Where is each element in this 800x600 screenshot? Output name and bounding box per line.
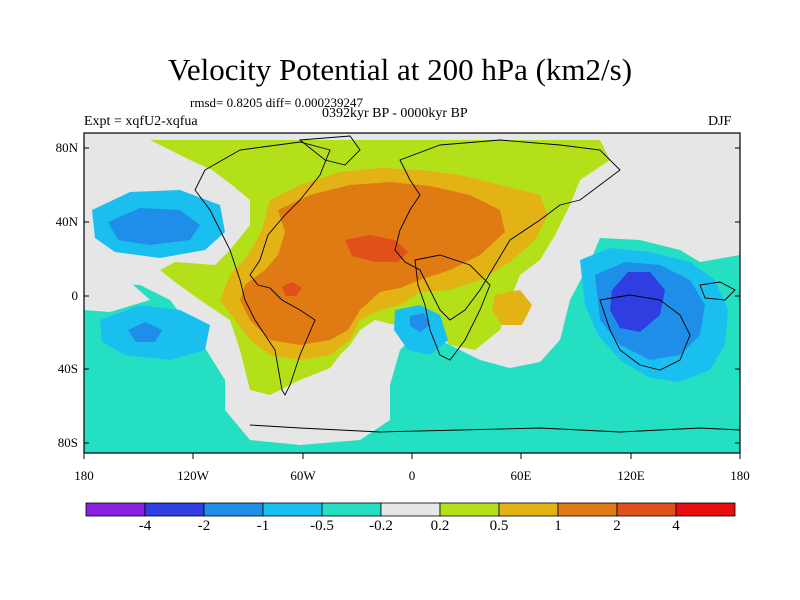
stats-line: rmsd= 0.8205 diff= 0.000239247: [190, 95, 363, 110]
axis-ticks: [83, 147, 741, 459]
colorbar-label: -0.5: [310, 518, 334, 534]
lon-tick-label: 60W: [290, 468, 316, 483]
colorbar-label: 4: [672, 518, 680, 534]
colorbar-label: -4: [138, 518, 152, 534]
colorbar-swatch: [439, 502, 500, 517]
colorbar-swatch: [262, 502, 323, 517]
lon-tick-label: 120W: [177, 468, 209, 483]
colorbar-swatch: [380, 502, 441, 517]
lon-tick-label: 0: [408, 468, 416, 483]
colorbar-swatch: [616, 502, 677, 517]
lat-tick-label: 40N: [55, 214, 78, 229]
colorbar-swatch: [85, 502, 146, 517]
colorbar-label: -1: [256, 518, 270, 534]
colorbar-label: 0.5: [489, 518, 509, 534]
colorbar-label: -2: [197, 518, 211, 534]
colorbar-label: 2: [613, 518, 621, 534]
lon-tick-label: 60E: [510, 468, 532, 483]
lat-tick-label: 40S: [57, 361, 78, 376]
colorbar: [85, 502, 736, 517]
lon-tick-label: 180: [730, 468, 750, 483]
lon-tick-label: 180: [74, 468, 94, 483]
season-label: DJF: [708, 114, 732, 129]
lat-tick-label: 80N: [55, 140, 78, 155]
colorbar-swatch: [321, 502, 382, 517]
lat-tick-label: 80S: [57, 435, 78, 450]
colorbar-label: 1: [554, 518, 562, 534]
colorbar-swatch: [557, 502, 618, 517]
map-title: Velocity Potential at 200 hPa (km2/s): [167, 52, 633, 87]
experiment-label: Expt = xqfU2-xqfua: [84, 114, 198, 129]
period-label: 0392kyr BP - 0000kyr BP: [322, 106, 468, 121]
colorbar-label: 0.2: [430, 518, 450, 534]
colorbar-swatch: [498, 502, 559, 517]
colorbar-swatch: [144, 502, 205, 517]
velocity-potential-field: [84, 133, 740, 453]
colorbar-swatch: [203, 502, 264, 517]
lon-tick-label: 120E: [617, 468, 645, 483]
colorbar-swatch: [675, 502, 736, 517]
lat-tick-label: 0: [71, 288, 79, 303]
colorbar-label: -0.2: [369, 518, 393, 534]
coastlines: [194, 135, 740, 433]
